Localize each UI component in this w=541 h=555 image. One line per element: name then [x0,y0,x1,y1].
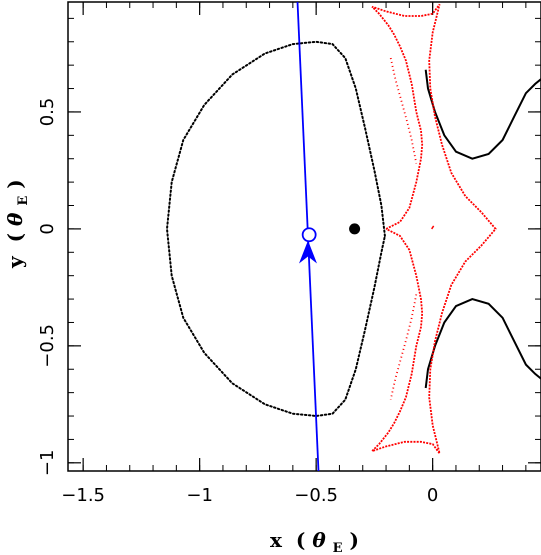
y-tick-label: 0.5 [37,98,58,127]
caustic-inner-top [389,57,418,164]
x-tick-labels: −1.5 −1 −0.5 0 [61,485,438,506]
x-tick-label: −0.5 [294,485,338,506]
x-tick-label: −1 [186,485,213,506]
y-tick-label: −1 [37,450,58,477]
caustic-central [371,3,497,455]
y-tick-label: 0 [37,223,58,234]
caustic-small-mark [431,225,435,230]
x-axis-label: x ( θ E ) [270,528,359,555]
y-axis-label: y ( θ E ) [3,179,32,269]
curves [165,2,541,471]
markers [298,223,361,264]
y-tick-labels: −1 −0.5 0 0.5 [37,98,58,476]
trajectory-arrowhead [298,240,317,264]
x-tick-label: −1.5 [61,485,105,506]
source-position-circle [301,227,317,243]
y-tick-label: −0.5 [37,324,58,368]
x-tick-label: 0 [427,485,438,506]
lens-point [349,223,361,235]
plot-area: −1.5 −1 −0.5 0 −1−0.500.5 [37,1,541,506]
critical-curve [165,40,386,418]
plot-frame [67,1,541,472]
major-ticks [68,2,541,471]
caustic-inner-bottom [389,294,418,400]
